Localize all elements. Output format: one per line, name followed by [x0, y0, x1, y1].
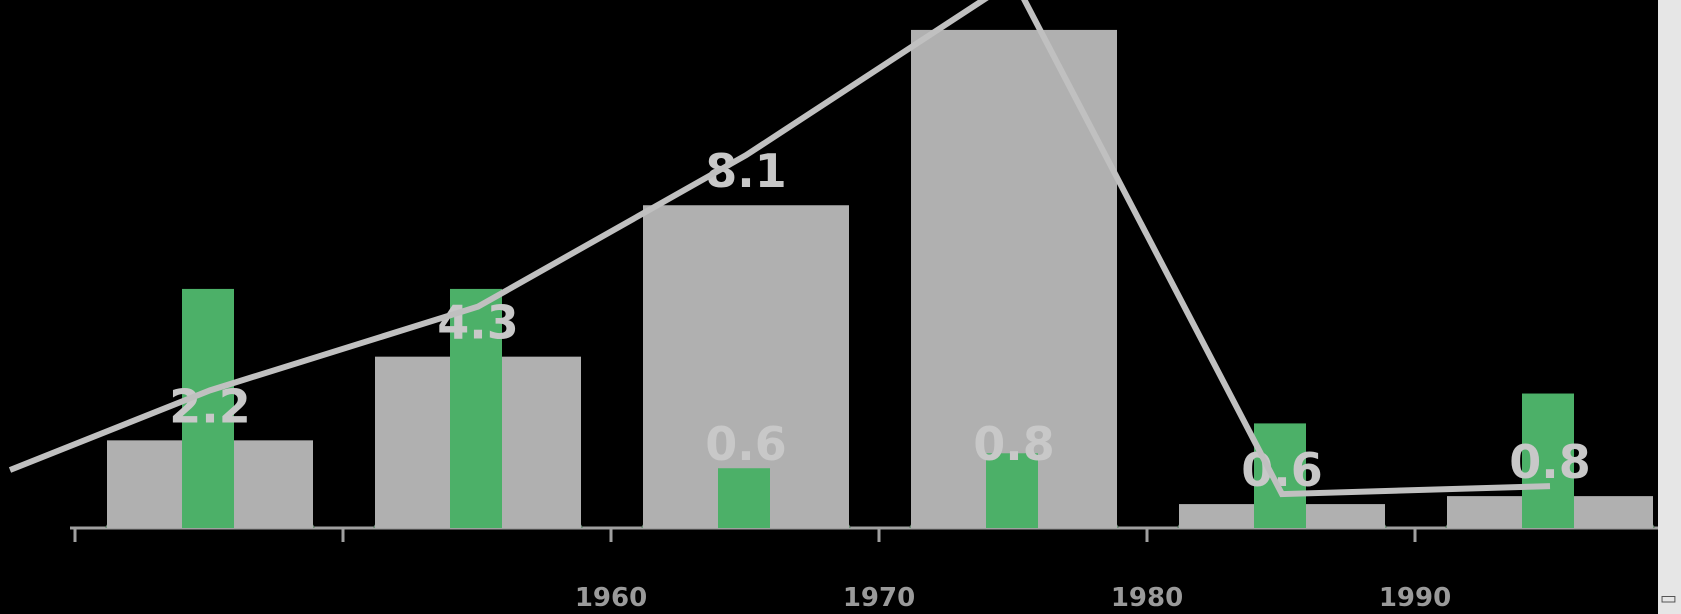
- x-tick-label: 1990: [1379, 583, 1451, 613]
- x-tick-label: 1970: [843, 583, 915, 613]
- sub-bar: [1254, 423, 1306, 528]
- sub-bar: [986, 453, 1038, 528]
- corner-glyph: ▭: [1660, 588, 1678, 609]
- trend-line: [8, 0, 1551, 498]
- sub-bar: [718, 468, 770, 528]
- inner-label: 0.8: [973, 417, 1055, 471]
- right-edge-panel: [1658, 0, 1681, 614]
- x-tick-label: 1980: [1111, 583, 1183, 613]
- sub-bar: [182, 288, 234, 528]
- sub-bar: [1522, 393, 1574, 528]
- sub-bar: [450, 288, 502, 528]
- data-label: 0.8: [1509, 435, 1591, 489]
- x-tick-label: 1960: [575, 583, 647, 613]
- inner-label: 0.6: [705, 417, 787, 471]
